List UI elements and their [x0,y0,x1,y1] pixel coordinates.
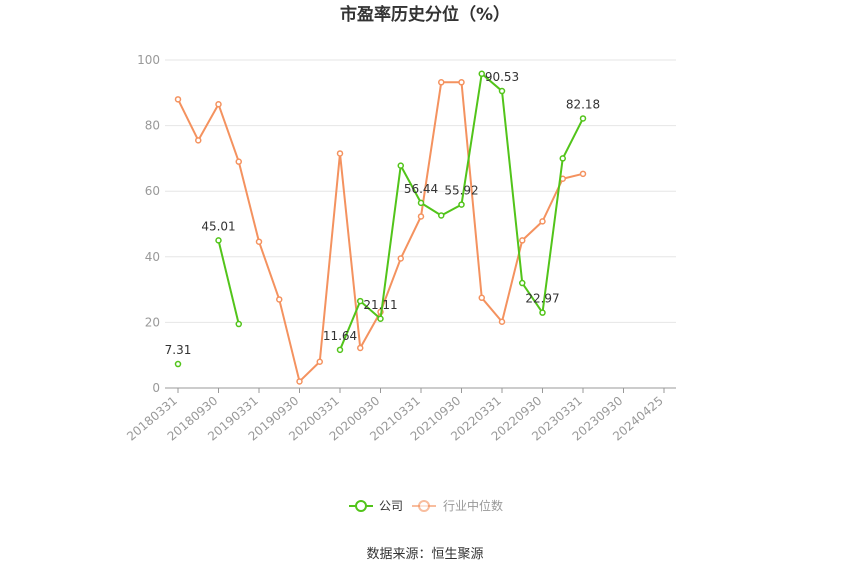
legend-label-company: 公司 [379,499,403,513]
y-tick-label: 100 [137,53,160,67]
legend: 公司 行业中位数 [349,498,503,513]
data-label-company: 55.92 [444,184,478,198]
data-label-company: 82.18 [566,97,600,111]
data-point-industry[interactable] [357,344,364,352]
y-tick-label: 40 [145,250,160,264]
data-point-company[interactable] [438,212,445,219]
data-label-company: 56.44 [404,182,438,196]
legend-item-company[interactable]: 公司 [349,499,403,513]
data-point-company[interactable] [235,320,242,328]
data-point-industry[interactable] [235,158,242,165]
data-label-company: 21.11 [363,298,397,312]
data-point-company[interactable] [174,360,182,368]
data-point-industry[interactable] [498,318,506,325]
data-point-industry[interactable] [438,79,445,86]
data-point-company[interactable] [336,346,344,354]
y-tick-label: 80 [145,119,160,133]
legend-item-industry[interactable]: 行业中位数 [412,498,503,513]
data-point-company[interactable] [357,297,364,305]
data-point-company[interactable] [519,279,526,287]
series-line-company [217,240,240,325]
data-point-industry[interactable] [579,170,587,178]
legend-marker-industry [418,500,430,512]
label-layer: 7.31 45.01 11.64 21.11 56.44 55.92 90.53 22.97 8… [165,70,601,357]
y-tick-label: 60 [145,184,160,198]
data-point-company[interactable] [539,309,546,316]
data-point-industry[interactable] [458,79,465,86]
data-point-industry[interactable] [336,150,344,157]
legend-label-industry: 行业中位数 [443,498,503,513]
data-point-company[interactable] [498,87,506,95]
series-line-industry [177,81,584,383]
data-point-industry[interactable] [195,137,202,144]
data-point-company[interactable] [559,155,566,162]
data-label-company: 45.01 [201,219,235,233]
data-label-company: 22.97 [525,292,559,306]
data-point-industry[interactable] [478,294,485,302]
data-point-industry[interactable] [539,218,546,225]
axis-layer: 0204060801002018033120180930201903312019… [124,53,676,444]
data-label-company: 7.31 [165,343,192,357]
data-point-industry[interactable] [397,255,404,262]
data-point-company[interactable] [397,162,404,169]
data-point-industry[interactable] [174,96,182,103]
data-point-industry[interactable] [417,213,425,220]
data-point-company[interactable] [377,315,384,323]
data-point-company[interactable] [215,237,222,244]
data-point-industry[interactable] [215,101,222,108]
source-note: 数据来源：恒生聚源 [366,547,483,562]
data-point-industry[interactable] [519,237,526,244]
series-layer [174,70,587,385]
data-point-industry[interactable] [276,296,283,303]
y-tick-label: 0 [152,381,160,395]
y-tick-label: 20 [145,315,160,329]
data-point-industry[interactable] [255,238,263,245]
data-label-company: 90.53 [485,70,519,84]
data-point-industry[interactable] [296,378,303,385]
data-point-company[interactable] [478,70,485,78]
legend-marker-company [355,500,367,512]
data-point-industry[interactable] [316,358,323,366]
data-label-company: 11.64 [323,329,357,343]
grid-layer [165,59,676,323]
data-point-company[interactable] [417,199,425,207]
data-point-company[interactable] [579,115,587,122]
chart-title: 市盈率历史分位（%） [340,4,510,25]
data-point-company[interactable] [458,201,465,208]
